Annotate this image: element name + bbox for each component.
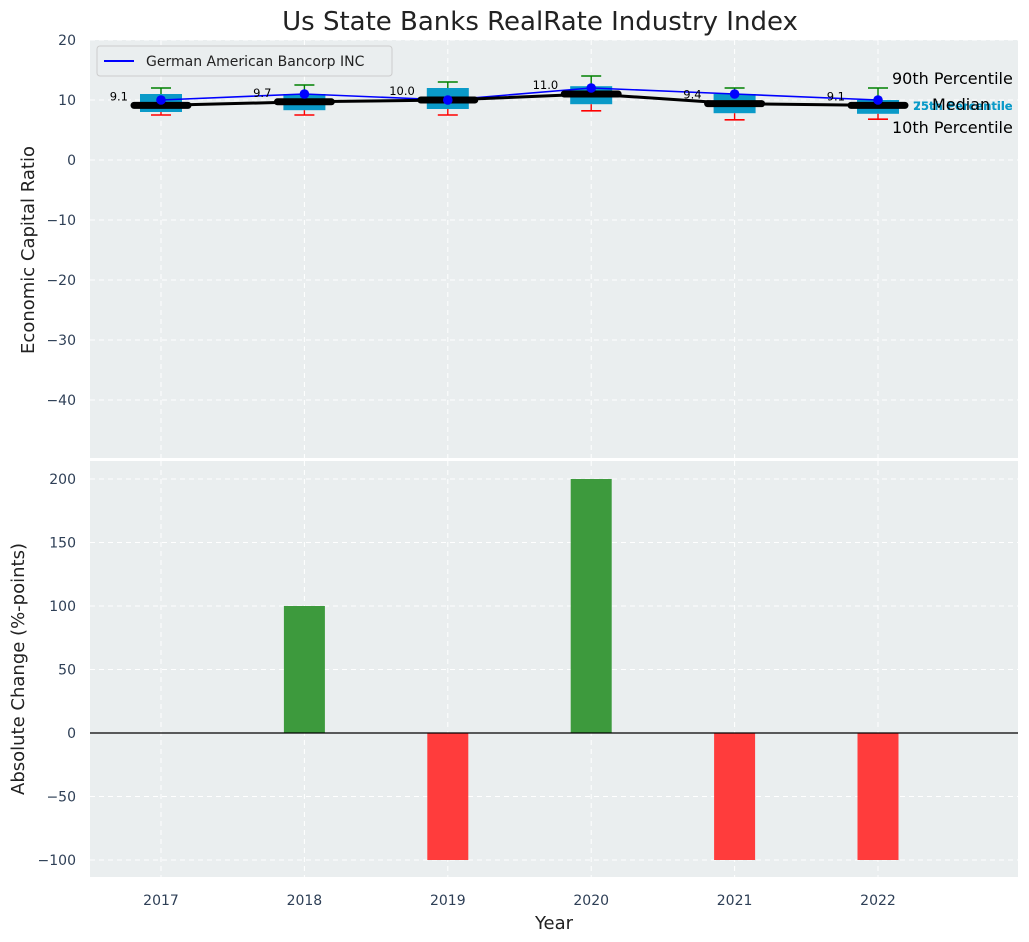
x-tick-label: 2022 [860, 893, 896, 909]
bottom-y-tick-label: 150 [49, 536, 76, 552]
top-gridlines [90, 39, 1018, 458]
top-y-axis-label: Economic Capital Ratio [18, 146, 39, 354]
top-y-tick-label: 20 [58, 33, 76, 49]
top-y-tick-label: −20 [46, 273, 76, 289]
p25-annotation: 25th Percentile [913, 99, 1013, 113]
top-y-tick-label: −40 [46, 393, 76, 409]
bottom-y-tick-label: −50 [46, 790, 76, 806]
company-point [729, 89, 740, 99]
bottom-y-tick-label: 50 [58, 663, 76, 679]
company-point [873, 95, 883, 105]
change-bar [570, 479, 612, 733]
top-y-tick-label: −10 [46, 213, 76, 229]
median-value-label: 11.0 [533, 78, 559, 92]
company-point [156, 95, 166, 105]
top-y-ticks: 20 10 0 −10 −20 −30 −40 [46, 33, 76, 409]
median-value-label: 9.4 [683, 88, 701, 102]
change-bar [857, 733, 899, 860]
top-y-tick-label: 0 [67, 153, 76, 169]
change-bars [283, 479, 899, 860]
median-value-labels: 9.1 9.7 10.0 11.0 9.4 9.1 [110, 78, 845, 103]
p10-annotation: 10th Percentile [892, 118, 1013, 137]
bottom-y-tick-label: 0 [67, 726, 76, 742]
bottom-y-ticks: 200 150 100 50 0 −50 −100 [38, 472, 76, 869]
top-y-tick-label: 10 [58, 93, 76, 109]
x-tick-label: 2021 [717, 893, 753, 909]
percentile-annotations: 75th Percentile 25th Percentile 90th Per… [892, 69, 1013, 137]
median-annotation: Median [932, 95, 990, 114]
legend: German American Bancorp INC [96, 45, 393, 77]
chart-title: Us State Banks RealRate Industry Index [282, 7, 798, 37]
x-tick-label: 2017 [143, 893, 179, 909]
bottom-y-tick-label: −100 [38, 853, 76, 869]
company-point [586, 83, 596, 93]
median-value-label: 10.0 [389, 84, 415, 98]
change-bar [714, 733, 756, 860]
legend-label: German American Bancorp INC [146, 54, 365, 70]
p90-annotation: 90th Percentile [892, 69, 1013, 88]
company-point [443, 95, 453, 105]
line-series [130, 83, 909, 109]
x-tick-labels: 2017 2018 2019 2020 2021 2022 [143, 893, 896, 909]
x-tick-label: 2018 [287, 893, 323, 909]
change-bar [427, 733, 469, 860]
change-bar [283, 606, 325, 733]
top-y-tick-label: −30 [46, 333, 76, 349]
company-point [299, 89, 310, 99]
company-line [160, 87, 879, 101]
bottom-y-axis-label: Absolute Change (%-points) [8, 543, 29, 795]
p75-annotation: 75th Percentile [913, 99, 1013, 113]
x-tick-label: 2020 [573, 893, 609, 909]
median-value-label: 9.1 [827, 89, 845, 103]
x-axis-label: Year [534, 913, 574, 934]
legend-box [96, 45, 393, 77]
bottom-y-tick-label: 100 [49, 599, 76, 615]
median-value-label: 9.1 [110, 89, 128, 103]
x-tick-label: 2019 [430, 893, 466, 909]
bottom-y-tick-label: 200 [49, 472, 76, 488]
median-value-label: 9.7 [253, 86, 271, 100]
